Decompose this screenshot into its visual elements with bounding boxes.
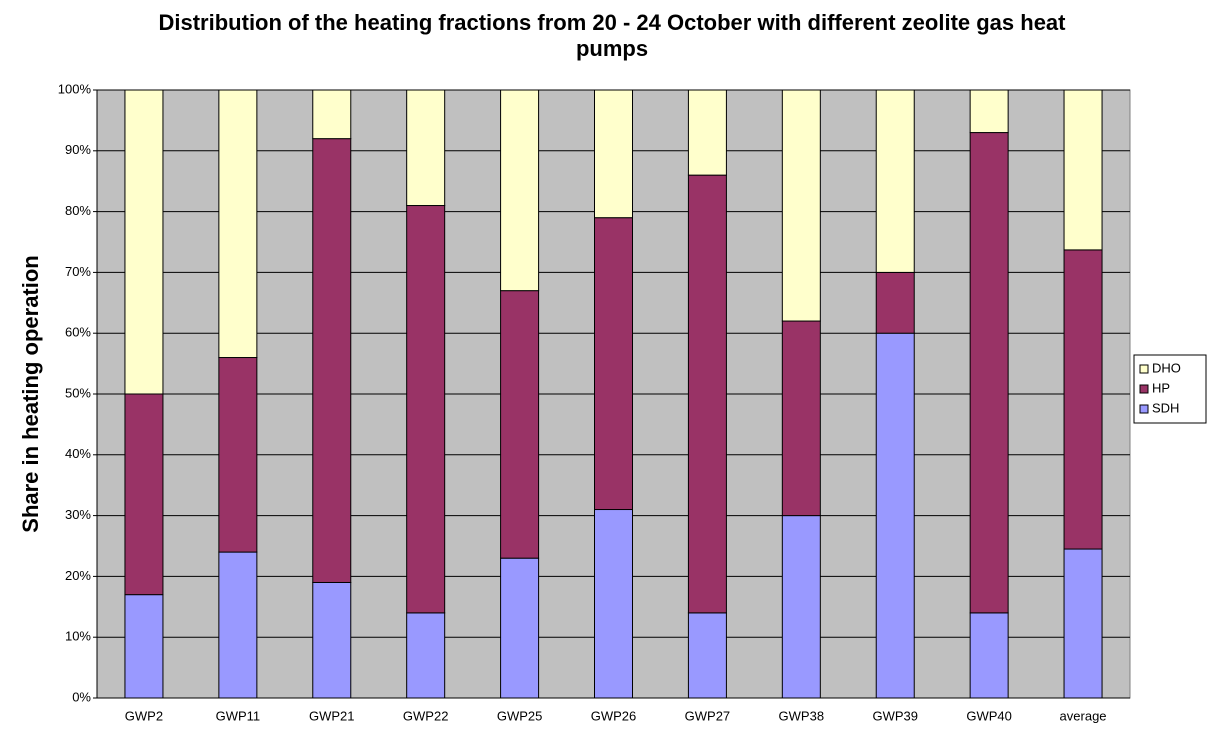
x-tick-label: GWP27 bbox=[685, 708, 731, 723]
x-tick-label: GWP11 bbox=[216, 708, 261, 723]
bar-segment bbox=[218, 89, 258, 359]
x-tick-label: GWP2 bbox=[125, 708, 163, 723]
y-tick-label: 80% bbox=[65, 203, 91, 218]
x-tick-label: GWP38 bbox=[779, 708, 825, 723]
x-tick-label: average bbox=[1060, 708, 1107, 723]
x-tick-label: GWP21 bbox=[309, 708, 355, 723]
x-tick-label: GWP22 bbox=[403, 708, 449, 723]
bar-segment bbox=[312, 138, 352, 583]
y-tick-label: 30% bbox=[65, 507, 91, 522]
legend-label: HP bbox=[1152, 380, 1170, 395]
y-tick-label: 40% bbox=[65, 446, 91, 461]
bar-segment bbox=[1063, 249, 1103, 550]
bar-segment bbox=[312, 89, 352, 140]
bar-segment bbox=[500, 290, 540, 559]
x-tick-label: GWP26 bbox=[591, 708, 637, 723]
bar-segment bbox=[406, 205, 446, 614]
bar-segment bbox=[875, 332, 915, 699]
bar-segment bbox=[218, 357, 258, 553]
y-tick-label: 10% bbox=[65, 629, 91, 644]
bar-segment bbox=[687, 89, 727, 176]
y-tick-label: 100% bbox=[58, 81, 92, 96]
bar-segment bbox=[406, 612, 446, 699]
x-tick-label: GWP25 bbox=[497, 708, 543, 723]
bar-segment bbox=[594, 217, 633, 511]
bar-segment bbox=[124, 594, 164, 699]
bar-segment bbox=[687, 612, 727, 699]
bar-segment bbox=[124, 89, 164, 395]
legend-swatch bbox=[1139, 384, 1149, 394]
y-tick-label: 20% bbox=[65, 568, 91, 583]
legend-label: SDH bbox=[1152, 400, 1179, 415]
bar-segment bbox=[875, 271, 915, 334]
bar-segment bbox=[500, 557, 540, 699]
y-tick-label: 0% bbox=[72, 689, 91, 704]
bar-segment bbox=[500, 89, 540, 292]
y-axis-label: Share in heating operation bbox=[18, 255, 43, 532]
bar-segment bbox=[875, 89, 915, 273]
legend-swatch bbox=[1139, 364, 1149, 374]
bar-segment bbox=[594, 89, 633, 219]
legend-swatch bbox=[1139, 404, 1149, 414]
legend-label: DHO bbox=[1152, 360, 1181, 375]
bar-segment bbox=[969, 132, 1009, 614]
bar-segment bbox=[687, 174, 727, 614]
chart-title: Distribution of the heating fractions fr… bbox=[158, 10, 1066, 61]
bar-segment bbox=[218, 551, 258, 699]
y-tick-label: 60% bbox=[65, 325, 91, 340]
bar-segment bbox=[781, 320, 821, 517]
bar-segment bbox=[1063, 89, 1103, 251]
bar-segment bbox=[312, 581, 352, 699]
y-tick-label: 70% bbox=[65, 264, 91, 279]
x-tick-label: GWP40 bbox=[966, 708, 1012, 723]
bar-segment bbox=[781, 515, 821, 699]
bar-segment bbox=[124, 393, 164, 596]
x-tick-label: GWP39 bbox=[872, 708, 918, 723]
bar-segment bbox=[969, 89, 1009, 134]
bar-segment bbox=[594, 509, 633, 699]
bar-segment bbox=[1063, 548, 1103, 699]
y-tick-label: 90% bbox=[65, 142, 91, 157]
y-tick-label: 50% bbox=[65, 385, 91, 400]
bar-segment bbox=[406, 89, 446, 207]
bar-segment bbox=[781, 89, 821, 322]
bar-segment bbox=[969, 612, 1009, 699]
